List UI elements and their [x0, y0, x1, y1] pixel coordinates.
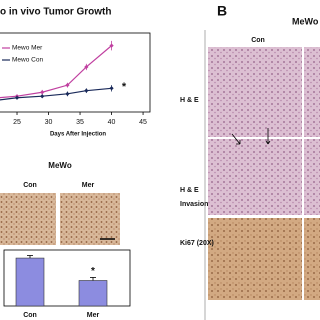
data-point	[84, 88, 89, 93]
data-point	[65, 91, 70, 96]
ki67-image	[208, 218, 302, 300]
data-point	[40, 94, 45, 99]
ihc-column: Con	[23, 182, 37, 189]
x-tick-label: 30	[45, 119, 53, 126]
ihc-title: MeWo	[48, 161, 72, 170]
bar	[15, 257, 45, 307]
plot-frame	[3, 249, 131, 307]
series-line	[0, 45, 112, 99]
annotation: *	[91, 266, 95, 277]
x-tick-label: Con	[23, 312, 37, 319]
invasion-image	[208, 139, 302, 215]
row-label: Ki67 (20X)	[180, 240, 214, 247]
column-label: Con	[251, 37, 265, 44]
arrows	[231, 128, 271, 145]
bar	[78, 280, 108, 307]
row-label: H & E	[180, 97, 199, 104]
panel-title: MeWo	[292, 16, 319, 26]
x-tick-label: Mer	[87, 312, 100, 319]
chart-title: o in vivo Tumor Growth	[0, 7, 111, 18]
data-point	[109, 43, 114, 48]
row-label: H & E	[180, 187, 199, 194]
panel-letter: B	[217, 3, 227, 19]
plot-frame	[0, 32, 151, 113]
ihc-image-con	[0, 193, 56, 245]
invasion-image	[304, 139, 320, 215]
x-axis-label: Days After Injection	[50, 132, 106, 138]
ihc-image-mer	[60, 193, 120, 245]
data-point	[65, 83, 70, 88]
legend-label: Mewo Con	[12, 57, 43, 64]
x-tick-label: 40	[108, 119, 116, 126]
data-point	[109, 86, 114, 91]
x-tick-label: 45	[139, 119, 147, 126]
annotation: *	[122, 81, 127, 93]
data-point	[40, 90, 45, 95]
x-tick-label: 35	[76, 119, 84, 126]
ki67-image	[304, 218, 320, 300]
legend-label: Mewo Mer	[12, 45, 43, 52]
series-line	[0, 87, 112, 101]
x-tick-label: 25	[13, 119, 21, 126]
ihc-column: Mer	[82, 182, 95, 189]
he-image	[304, 47, 320, 137]
row-label: Invasion	[180, 201, 208, 208]
he-image	[208, 47, 302, 137]
data-point	[84, 64, 89, 70]
